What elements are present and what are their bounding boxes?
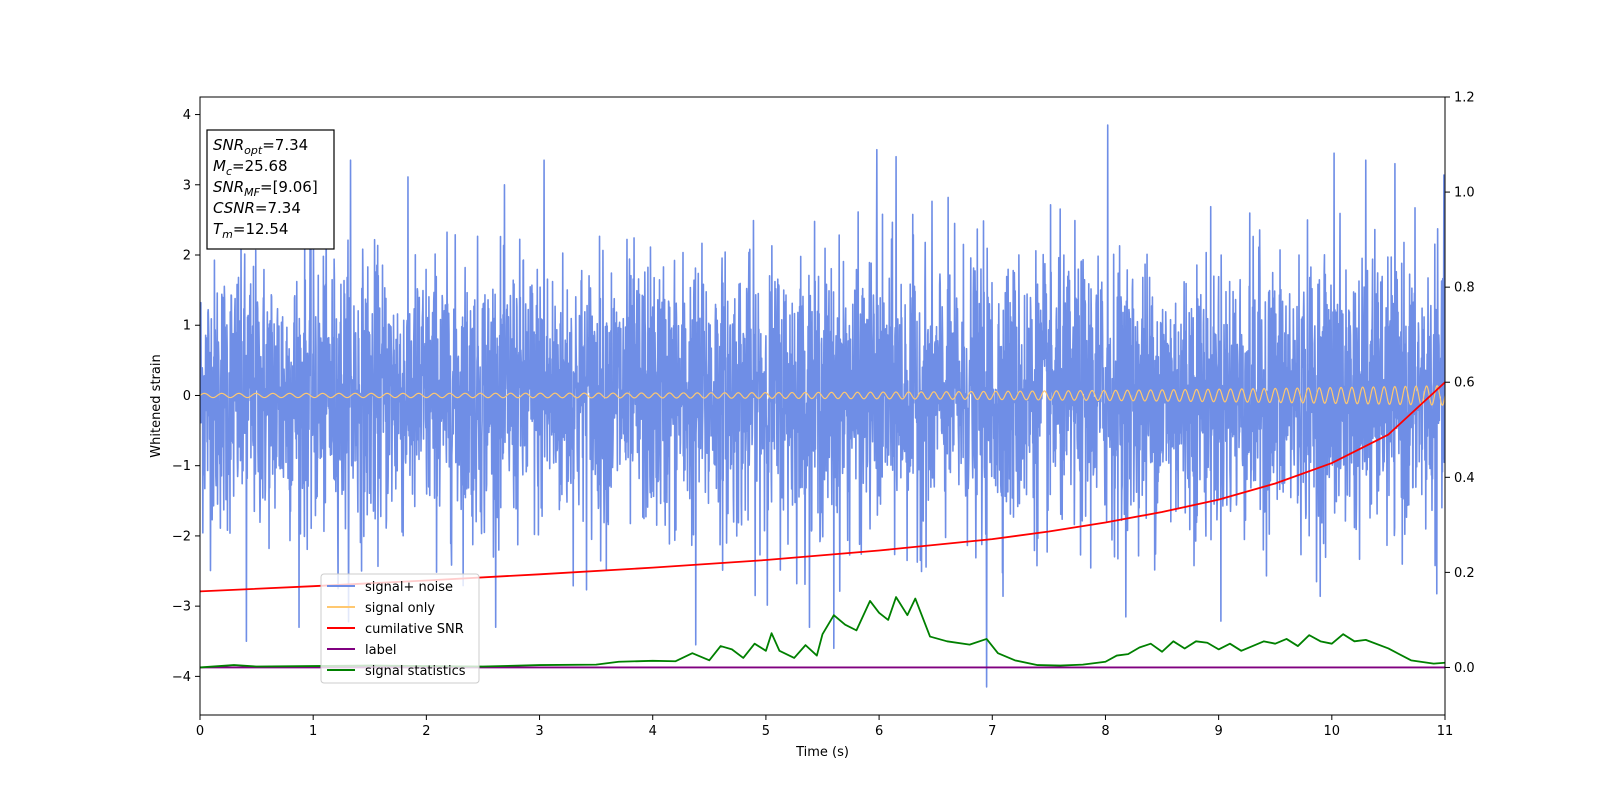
- y-tick-label: −1: [172, 459, 191, 474]
- x-tick-label: 1: [309, 724, 317, 739]
- info-box-line: CSNR=7.34: [213, 199, 301, 217]
- y2-tick-label: 0.0: [1454, 661, 1475, 676]
- y2-tick-label: 0.4: [1454, 471, 1475, 486]
- legend-frame: [320, 573, 480, 684]
- y-tick-label: −4: [172, 670, 191, 685]
- series-line-cumilative-snr: [200, 381, 1445, 593]
- y-tick-label: 2: [183, 249, 191, 264]
- info-box-frame: [206, 129, 335, 250]
- y2-tick-label: 0.8: [1454, 281, 1475, 296]
- x-tick-label: 3: [535, 724, 543, 739]
- y-tick-label: 0: [183, 389, 191, 404]
- legend: signal+ noise signal only cumilative SNR la…: [320, 573, 480, 684]
- x-tick-label: 7: [988, 724, 996, 739]
- info-box-line: Tm=12.54: [213, 220, 288, 241]
- legend-label: label: [365, 643, 396, 658]
- x-tick-label: 6: [875, 724, 883, 739]
- y-axis-label: Whitened strain: [149, 354, 164, 457]
- legend-label: cumilative SNR: [365, 622, 464, 637]
- legend-label: signal+ noise: [365, 580, 453, 595]
- y2-tick-label: 0.2: [1454, 566, 1475, 581]
- x-tick-label: 5: [762, 724, 770, 739]
- plot-frame: [199, 96, 1446, 716]
- y2-tick-label: 1.2: [1454, 91, 1475, 106]
- legend-label: signal statistics: [365, 664, 466, 679]
- series-line-signal-only: [200, 385, 1445, 406]
- y-tick-label: −3: [172, 600, 191, 615]
- x-tick-label: 0: [196, 724, 204, 739]
- info-box-line: SNRopt=7.34: [213, 136, 308, 157]
- y-tick-label: −2: [172, 529, 191, 544]
- legend-label: signal only: [365, 601, 435, 616]
- y2-tick-label: 1.0: [1454, 186, 1475, 201]
- x-tick-label: 4: [649, 724, 657, 739]
- x-tick-label: 9: [1214, 724, 1222, 739]
- x-tick-label: 8: [1101, 724, 1109, 739]
- axes: 0 1 2 3 4 5 6 7 8 9 10 1143210−1−2−3−41.21.00.80.60…: [172, 91, 1475, 740]
- y-tick-label: 3: [183, 178, 191, 193]
- info-box-line: SNRMF=[9.06]: [213, 178, 318, 199]
- x-tick-label: 10: [1324, 724, 1341, 739]
- x-tick-label: 11: [1437, 724, 1454, 739]
- x-tick-label: 2: [422, 724, 430, 739]
- info-box: SNRopt=7.34Mc=25.68SNRMF=[9.06]CSNR=7.34…: [206, 129, 335, 250]
- series-line-signal-statistics: [200, 596, 1445, 669]
- x-axis-label: Time (s): [795, 745, 849, 760]
- y2-tick-label: 0.6: [1454, 376, 1475, 391]
- y-tick-label: 4: [183, 108, 191, 123]
- y-tick-label: 1: [183, 319, 191, 334]
- info-box-line: Mc=25.68: [213, 157, 288, 178]
